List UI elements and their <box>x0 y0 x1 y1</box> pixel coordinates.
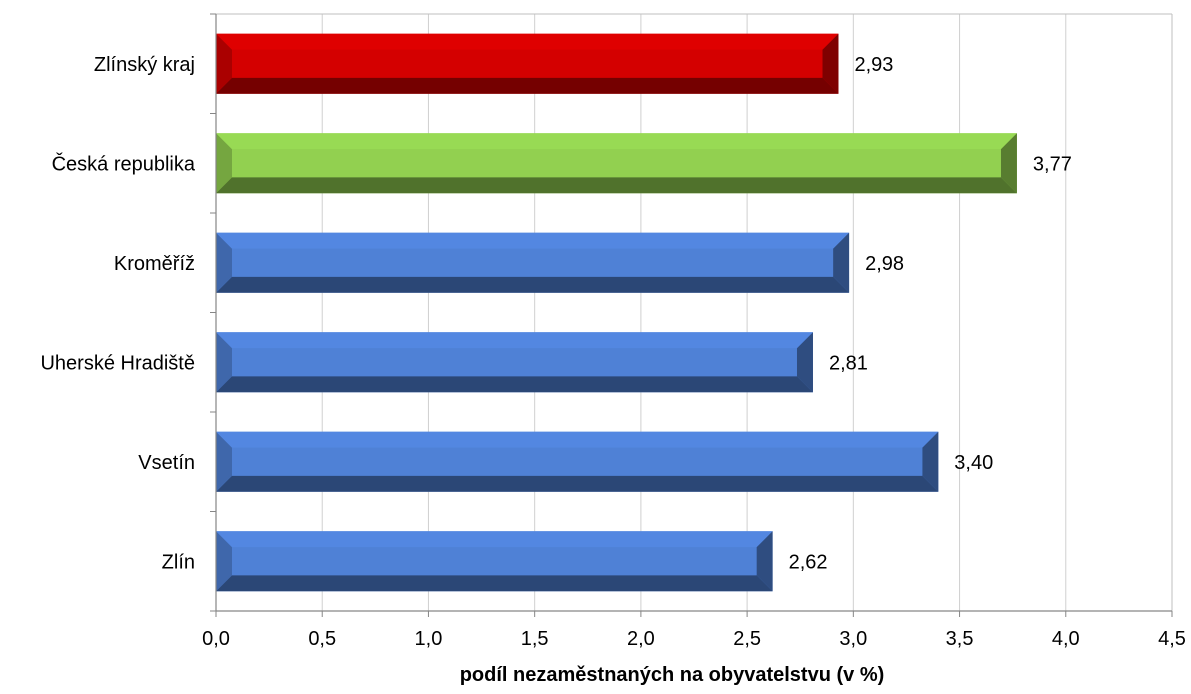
bar-bevel-left <box>216 33 232 94</box>
bar-bevel-right <box>796 332 813 393</box>
x-tick-label: 4,0 <box>1052 628 1080 650</box>
bar-face <box>232 348 797 377</box>
category-label: Kroměříž <box>114 253 195 275</box>
grid-layer <box>321 14 1173 611</box>
bar-bevel-bottom <box>216 77 839 94</box>
bar-bevel-right <box>822 33 839 94</box>
x-tick-label: 4,5 <box>1158 628 1186 650</box>
x-tick-label: 0,0 <box>202 628 230 650</box>
bar-bevel-left <box>216 431 232 492</box>
bar <box>216 33 839 94</box>
x-axis-title: podíl nezaměstnaných na obyvatelstvu (v … <box>460 664 885 686</box>
bar-bevel-bottom <box>216 376 813 393</box>
x-tick-label: 1,0 <box>415 628 443 650</box>
data-label: 2,81 <box>829 352 868 374</box>
category-label: Zlín <box>162 551 195 573</box>
bar-bevel-top <box>216 232 850 249</box>
category-label: Uherské Hradiště <box>40 352 195 374</box>
x-tick-label: 2,5 <box>733 628 761 650</box>
axis-layer <box>210 13 1173 617</box>
bar <box>216 531 773 592</box>
data-label: 3,40 <box>954 452 993 474</box>
bar-face <box>232 49 823 78</box>
bar <box>216 232 850 293</box>
bar-bevel-right <box>756 531 773 592</box>
bar-bevel-bottom <box>216 575 773 592</box>
bar-bevel-top <box>216 431 939 448</box>
bar <box>216 431 939 492</box>
x-tick-label: 0,5 <box>308 628 336 650</box>
bar-bevel-right <box>1000 133 1017 194</box>
x-tick-label: 1,5 <box>521 628 549 650</box>
data-label: 2,98 <box>865 253 904 275</box>
category-label: Česká republika <box>52 152 196 175</box>
bar-bevel-bottom <box>216 276 850 293</box>
bar-bevel-top <box>216 531 773 548</box>
bar-bevel-right <box>922 431 939 492</box>
data-label: 3,77 <box>1033 153 1072 175</box>
bar-bevel-top <box>216 332 813 349</box>
bar-bevel-left <box>216 232 232 293</box>
bar-bevel-left <box>216 531 232 592</box>
x-tick-label: 3,5 <box>946 628 974 650</box>
data-label: 2,93 <box>854 54 893 76</box>
bar-face <box>232 447 923 476</box>
x-tick-label: 3,0 <box>839 628 867 650</box>
bar <box>216 133 1017 194</box>
bar-bevel-right <box>833 232 850 293</box>
bar-face <box>232 248 834 277</box>
x-tick-label: 2,0 <box>627 628 655 650</box>
bar <box>216 332 813 393</box>
bar-bevel-bottom <box>216 177 1017 194</box>
bar-bevel-top <box>216 33 839 50</box>
bar-face <box>232 149 1001 178</box>
bar-bevel-left <box>216 332 232 393</box>
bar-bevel-bottom <box>216 475 939 492</box>
category-label: Zlínský kraj <box>94 54 195 76</box>
bars-layer <box>216 33 1017 592</box>
bar-bevel-top <box>216 133 1017 150</box>
labels-layer: 2,93 Zlínský kraj 3,77 Česká republika 2,98 K… <box>40 54 1185 650</box>
data-label: 2,62 <box>789 551 828 573</box>
category-label: Vsetín <box>138 452 195 474</box>
bar-bevel-left <box>216 133 232 194</box>
bar-face <box>232 547 757 576</box>
